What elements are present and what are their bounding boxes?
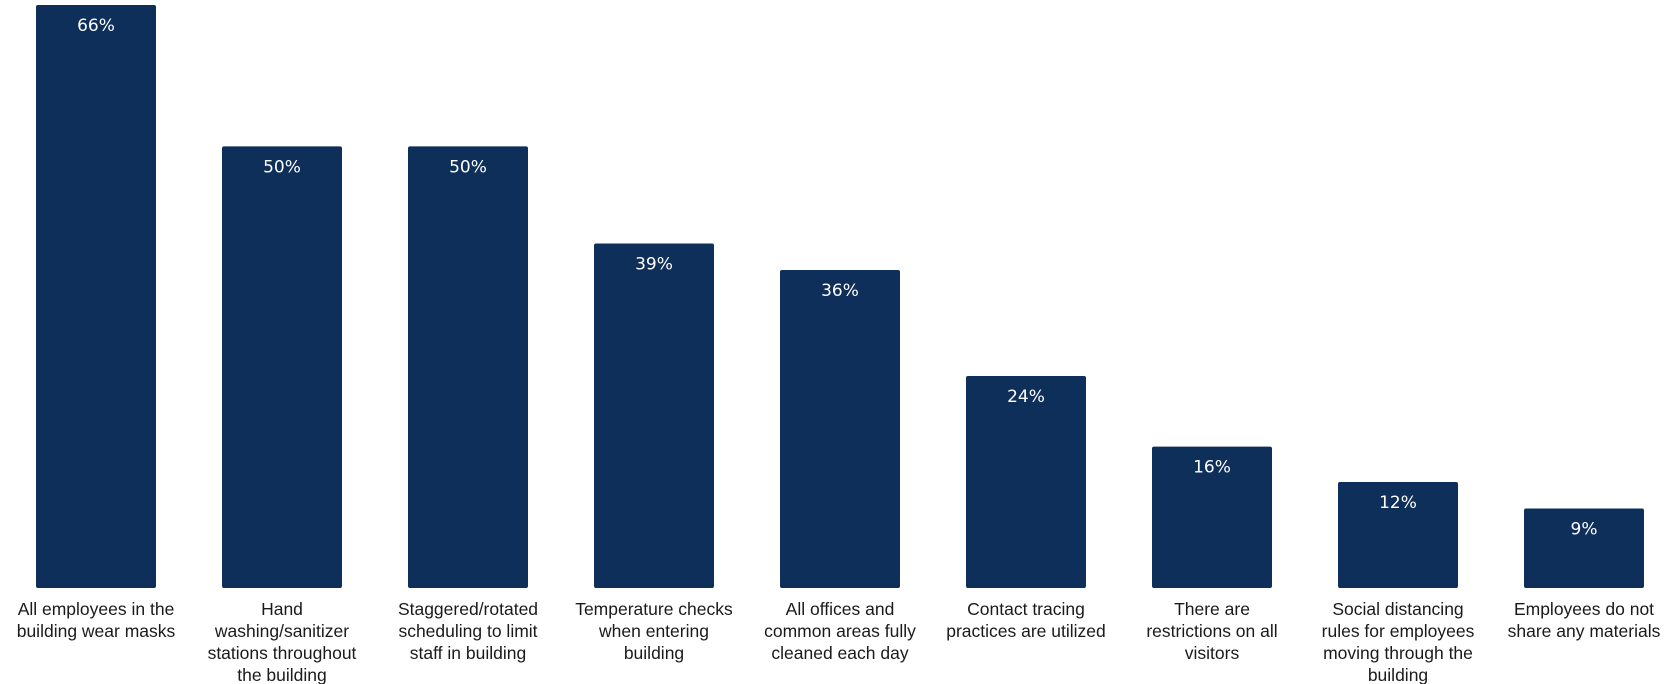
category-label-6: There are restrictions on all visitors xyxy=(1146,599,1277,663)
category-label-line: practices are utilized xyxy=(946,621,1106,641)
category-label-line: Social distancing xyxy=(1332,599,1463,619)
data-label-7: 12% xyxy=(1379,493,1417,513)
category-label-line: rules for employees xyxy=(1322,621,1475,641)
bar-2 xyxy=(408,146,528,589)
category-label-line: Staggered/rotated xyxy=(398,599,538,619)
bar-5 xyxy=(966,376,1086,588)
category-label-line: the building xyxy=(237,665,327,684)
category-label-7: Social distancing rules for employees movi… xyxy=(1322,599,1475,684)
data-label-5: 24% xyxy=(1007,387,1045,407)
bar-0 xyxy=(36,5,156,588)
category-label-line: share any materials xyxy=(1508,621,1661,641)
category-label-line: scheduling to limit xyxy=(398,621,537,641)
category-label-line: stations throughout xyxy=(208,643,357,663)
category-label-3: Temperature checks when entering building xyxy=(575,599,733,663)
bar-6 xyxy=(1152,446,1272,588)
category-label-line: All offices and xyxy=(786,599,895,619)
category-label-2: Staggered/rotated scheduling to limit staf… xyxy=(398,599,538,663)
category-label-line: restrictions on all xyxy=(1146,621,1277,641)
category-label-line: Hand xyxy=(261,599,303,619)
category-label-line: moving through the xyxy=(1323,643,1473,663)
category-label-line: Contact tracing xyxy=(967,599,1085,619)
category-label-5: Contact tracing practices are utilized xyxy=(946,599,1106,641)
category-label-line: common areas fully xyxy=(764,621,916,641)
data-label-6: 16% xyxy=(1193,458,1231,478)
category-labels-group: All employees in the building wear masks H… xyxy=(17,599,1661,684)
data-label-3: 39% xyxy=(635,255,673,275)
category-label-4: All offices and common areas fully cleaned… xyxy=(764,599,916,663)
data-label-0: 66% xyxy=(77,16,115,36)
value-labels-group: 66% 50% 50% 39% 36% 24% 16% 12% 9% xyxy=(77,16,1597,540)
category-label-0: All employees in the building wear masks xyxy=(17,599,176,641)
bar-4 xyxy=(780,270,900,588)
category-label-line: There are xyxy=(1174,599,1250,619)
category-label-line: building xyxy=(1368,665,1428,684)
bar-7 xyxy=(1338,482,1458,588)
data-label-2: 50% xyxy=(449,157,487,177)
data-label-1: 50% xyxy=(263,157,301,177)
category-label-line: visitors xyxy=(1185,643,1240,663)
category-label-line: building wear masks xyxy=(17,621,176,641)
category-label-line: All employees in the xyxy=(18,599,175,619)
bar-3 xyxy=(594,243,714,588)
category-label-line: Temperature checks xyxy=(575,599,733,619)
category-label-line: cleaned each day xyxy=(771,643,908,663)
data-label-4: 36% xyxy=(821,281,859,301)
category-label-8: Employees do not share any materials xyxy=(1508,599,1661,641)
category-label-line: Employees do not xyxy=(1514,599,1654,619)
category-label-line: building xyxy=(624,643,684,663)
bar-1 xyxy=(222,146,342,589)
category-label-1: Hand washing/sanitizer stations throughout… xyxy=(208,599,357,684)
data-label-8: 9% xyxy=(1571,520,1598,540)
category-label-line: when entering xyxy=(598,621,709,641)
category-label-line: staff in building xyxy=(410,643,526,663)
bars-group xyxy=(36,5,1644,589)
bar-8 xyxy=(1524,508,1644,588)
category-label-line: washing/sanitizer xyxy=(214,621,349,641)
